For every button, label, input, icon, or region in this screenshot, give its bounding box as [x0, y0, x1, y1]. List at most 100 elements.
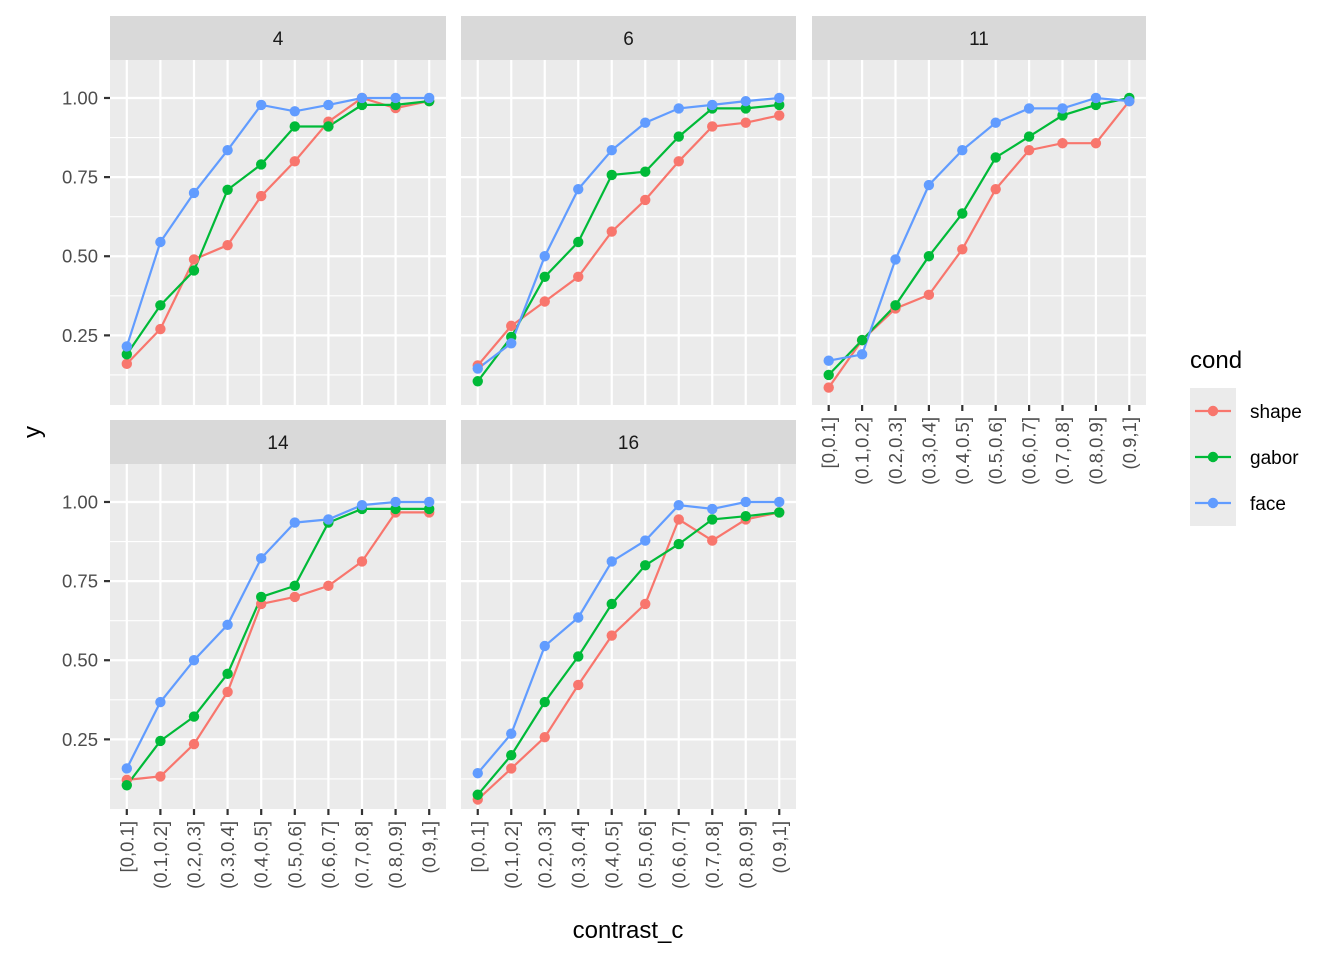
legend-point-shape: [1207, 405, 1219, 417]
point-face: [640, 117, 651, 128]
strip-14: [110, 420, 446, 464]
x-tick-label: (0.7,0.8]: [1052, 417, 1073, 485]
point-shape: [640, 194, 651, 206]
point-face: [155, 696, 166, 708]
x-tick-label: (0.2,0.3]: [534, 821, 555, 889]
x-tick-label: (0.6,0.7]: [1019, 417, 1040, 485]
point-shape: [539, 731, 550, 743]
point-shape: [606, 630, 617, 641]
point-shape: [256, 190, 267, 202]
point-face: [222, 145, 233, 156]
point-face: [155, 236, 166, 248]
point-face: [606, 556, 617, 567]
strip-4: [110, 16, 446, 60]
point-shape: [740, 117, 751, 128]
x-tick-label: (0.7,0.8]: [702, 821, 723, 889]
x-tick-label: (0.3,0.4]: [568, 821, 589, 889]
panel-4: 4 0.25 0.50 0.75 1.00: [62, 16, 446, 405]
point-face: [121, 763, 132, 774]
point-gabor: [707, 514, 718, 525]
legend-point-face: [1207, 497, 1219, 509]
point-gabor: [188, 265, 200, 276]
point-shape: [356, 556, 368, 567]
series-line-shape: [476, 114, 780, 367]
series-line-face: [125, 96, 430, 347]
point-gabor: [222, 668, 233, 680]
x-tick-label: (0.2,0.3]: [885, 417, 906, 485]
x-tick-label: (0.9,1]: [1119, 417, 1140, 469]
point-shape: [573, 679, 584, 691]
point-face: [573, 183, 584, 195]
point-shape: [823, 382, 834, 393]
panel-background: [812, 60, 1146, 405]
strip-16: [461, 420, 796, 464]
point-face: [356, 92, 368, 104]
point-face: [424, 92, 435, 104]
x-tick-label: (0.5,0.6]: [284, 821, 305, 889]
point-face: [424, 496, 435, 508]
series-line-gabor: [125, 100, 430, 356]
point-face: [539, 640, 550, 652]
point-face: [890, 254, 901, 265]
strip-label-4: 4: [273, 29, 284, 50]
point-face: [606, 145, 617, 156]
point-gabor: [923, 251, 935, 262]
point-gabor: [155, 300, 166, 311]
point-gabor: [323, 121, 334, 132]
panel-11: 11 [0,0.1] (0.1,0.2] (0.2,0.3] (0.3,0.4] (0.4…: [812, 16, 1146, 485]
point-shape: [1057, 138, 1068, 149]
point-gabor: [774, 507, 785, 518]
point-gabor: [957, 208, 968, 219]
point-face: [506, 338, 517, 349]
legend-label-face: face: [1250, 494, 1286, 515]
point-shape: [121, 358, 132, 370]
point-shape: [606, 226, 617, 237]
point-shape: [774, 110, 785, 121]
point-gabor: [188, 711, 200, 722]
series-line-gabor: [827, 96, 1130, 376]
point-gabor: [640, 166, 651, 177]
series-line-face: [477, 96, 780, 370]
series-line-gabor: [125, 507, 430, 786]
x-axis-title: contrast_c: [573, 917, 684, 944]
x-tick-label: (0.6,0.7]: [668, 821, 689, 889]
point-gabor: [256, 591, 267, 603]
legend-label-shape: shape: [1250, 402, 1302, 423]
series-line-gabor: [476, 511, 780, 796]
point-face: [1124, 95, 1135, 107]
x-tick-label: (0.8,0.9]: [735, 821, 756, 889]
point-gabor: [472, 789, 483, 800]
point-gabor: [539, 271, 550, 283]
point-gabor: [289, 580, 300, 592]
point-shape: [957, 244, 968, 255]
y-tick-label: 0.25: [62, 729, 98, 750]
point-face: [323, 99, 334, 111]
y-tick-label: 0.75: [62, 167, 98, 188]
y-tick-label: 1.00: [62, 87, 98, 108]
point-shape: [155, 771, 166, 782]
point-shape: [539, 296, 550, 307]
point-gabor: [1023, 131, 1035, 142]
point-face: [573, 612, 584, 623]
point-face: [957, 145, 968, 156]
x-tick-label: (0.6,0.7]: [318, 821, 339, 889]
x-tick-label: (0.3,0.4]: [918, 417, 939, 485]
point-face: [256, 99, 267, 111]
legend-point-gabor: [1207, 451, 1219, 463]
series-line-face: [125, 500, 430, 769]
x-tick-label: (0.2,0.3]: [184, 821, 205, 889]
point-face: [222, 619, 233, 630]
strip-label-11: 11: [969, 29, 989, 50]
point-gabor: [539, 696, 550, 708]
point-shape: [673, 514, 684, 525]
point-shape: [573, 271, 584, 283]
point-gabor: [121, 780, 132, 791]
legend: cond shape gabor face: [1190, 347, 1302, 526]
point-face: [673, 103, 684, 114]
point-face: [390, 92, 401, 104]
x-tick-label: (0.1,0.2]: [150, 821, 171, 889]
point-face: [539, 251, 550, 262]
point-shape: [1023, 145, 1035, 156]
series-line-face: [828, 96, 1130, 362]
